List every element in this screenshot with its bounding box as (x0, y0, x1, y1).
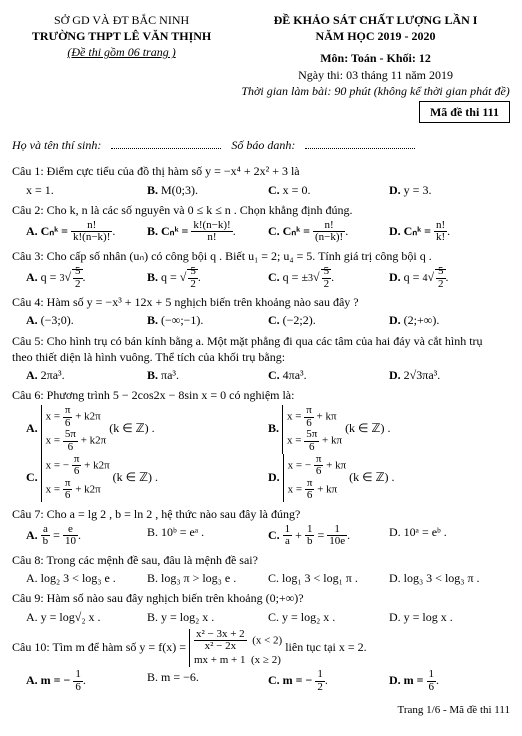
q5-stem1: Câu 5: Cho hình trụ có bán kính bằng a. … (12, 334, 483, 348)
school-name: TRƯỜNG THPT LÊ VĂN THỊNH (12, 28, 231, 44)
q9-opt-c: C. y = log₂ x . (268, 609, 389, 625)
q6-opt-b: B. x = π6 + kπ x = 5π6 + kπ (k ∈ ℤ) . (268, 405, 510, 453)
dept-line: SỞ GD VÀ ĐT BẮC NINH (12, 12, 231, 28)
q7-opt-a: A. ab = e10. (26, 524, 147, 548)
q10-tail: liên tục tại x = 2. (285, 640, 366, 654)
q3-opt-c: C. q = ±3√52. (268, 266, 389, 290)
q10-opt-d: D. m = 16. (389, 669, 510, 693)
q5-opt-a: A. 2πa³. (26, 367, 147, 383)
q3-opt-d: D. q = 4√52. (389, 266, 510, 290)
q9-opt-d: D. y = log x . (389, 609, 510, 625)
q6-opt-a: A. x = π6 + k2π x = 5π6 + k2π (k ∈ ℤ) . (26, 405, 268, 453)
q7-opt-d: D. 10ᵃ = eᵇ . (389, 524, 510, 548)
header-left: SỞ GD VÀ ĐT BẮC NINH TRƯỜNG THPT LÊ VĂN … (12, 12, 231, 123)
q8-opt-a: A. log₂ 3 < log₃ e . (26, 570, 147, 586)
question-1: Câu 1: Điểm cực tiểu của đồ thị hàm số y… (12, 163, 510, 197)
question-4: Câu 4: Hàm số y = −x³ + 12x + 5 nghịch b… (12, 294, 510, 328)
header-right: ĐỀ KHẢO SÁT CHẤT LƯỢNG LẦN I NĂM HỌC 201… (241, 12, 510, 123)
q1-opt-d: D. y = 3. (389, 182, 510, 198)
q1-opt-a: x = 1. (26, 182, 147, 198)
question-3: Câu 3: Cho cấp số nhân (uₙ) có công bội … (12, 248, 510, 290)
question-7: Câu 7: Cho a = lg 2 , b = ln 2 , hệ thức… (12, 506, 510, 548)
exam-code: Mã đề thi 111 (419, 101, 510, 123)
subject: Môn: Toán - Khối: 12 (241, 50, 510, 66)
exam-date: Ngày thi: 03 tháng 11 năm 2019 (241, 67, 510, 83)
exam-title: ĐỀ KHẢO SÁT CHẤT LƯỢNG LẦN I (241, 12, 510, 28)
q8-opt-d: D. log₃ 3 < log₃ π . (389, 570, 510, 586)
candidate-id-field (305, 137, 415, 153)
q6-opt-d: D. x = − π6 + kπ x = π6 + kπ (k ∈ ℤ) . (268, 454, 510, 502)
page-footer: Trang 1/6 - Mã đề thi 111 (12, 703, 510, 718)
q6-stem: Câu 6: Phương trình 5 − 2cos2x − 8sin x … (12, 388, 294, 402)
q2-stem: Câu 2: Cho k, n là các số nguyên và 0 ≤ … (12, 203, 352, 217)
q9-stem: Câu 9: Hàm số nào sau đây nghịch biến tr… (12, 591, 304, 605)
question-9: Câu 9: Hàm số nào sau đây nghịch biến tr… (12, 590, 510, 624)
q7-opt-b: B. 10ᵇ = eᵃ . (147, 524, 268, 548)
header: SỞ GD VÀ ĐT BẮC NINH TRƯỜNG THPT LÊ VĂN … (12, 12, 510, 123)
q10-opt-b: B. m = −6. (147, 669, 268, 693)
exam-duration: Thời gian làm bài: 90 phút (không kể thờ… (241, 83, 510, 99)
q10-piecewise: x² − 3x + 2x² − 2x (x < 2) mx + m + 1 (x… (189, 629, 282, 667)
candidate-name-label: Họ và tên thí sinh: (12, 137, 101, 153)
q2-opt-b: B. Cₙᵏ = k!(n−k)!n!. (147, 220, 268, 244)
candidate-name-field (111, 137, 221, 153)
q7-opt-c: C. 1a + 1b = 110e. (268, 524, 389, 548)
q10-opt-c: C. m = − 12. (268, 669, 389, 693)
q8-opt-b: B. log₃ π > log₃ e . (147, 570, 268, 586)
q9-opt-a: A. y = log√₂ x . (26, 609, 147, 625)
q5-stem2: theo thiết diện là hình vuông. Thể tích … (12, 350, 285, 364)
q5-opt-c: C. 4πa³. (268, 367, 389, 383)
q6-opt-c: C. x = − π6 + k2π x = π6 + k2π (k ∈ ℤ) . (26, 454, 268, 502)
q5-opt-d: D. 2√3πa³. (389, 367, 510, 383)
q8-stem: Câu 8: Trong các mệnh đề sau, đâu là mện… (12, 553, 258, 567)
school-year: NĂM HỌC 2019 - 2020 (241, 28, 510, 44)
q1-stem: Câu 1: Điểm cực tiểu của đồ thị hàm số y… (12, 164, 300, 178)
q1-opt-b: B. M(0;3). (147, 182, 268, 198)
q9-opt-b: B. y = log₂ x . (147, 609, 268, 625)
q8-opt-c: C. log₁ 3 < log₁ π . (268, 570, 389, 586)
q3-opt-a: A. q = 3√52. (26, 266, 147, 290)
q4-opt-b: B. (−∞;−1). (147, 312, 268, 328)
q10-stem: Câu 10: Tìm m để hàm số y = f(x) = (12, 640, 186, 654)
q2-opt-a: A. Cₙᵏ = n!k!(n−k)!. (26, 220, 147, 244)
question-6: Câu 6: Phương trình 5 − 2cos2x − 8sin x … (12, 387, 510, 502)
q10-opt-a: A. m = − 16. (26, 669, 147, 693)
question-2: Câu 2: Cho k, n là các số nguyên và 0 ≤ … (12, 202, 510, 244)
q7-stem: Câu 7: Cho a = lg 2 , b = ln 2 , hệ thức… (12, 507, 300, 521)
page-count: (Đề thi gồm 06 trang ) (12, 44, 231, 60)
q4-opt-c: C. (−2;2). (268, 312, 389, 328)
question-5: Câu 5: Cho hình trụ có bán kính bằng a. … (12, 333, 510, 384)
question-8: Câu 8: Trong các mệnh đề sau, đâu là mện… (12, 552, 510, 586)
q3-stem: Câu 3: Cho cấp số nhân (uₙ) có công bội … (12, 249, 432, 263)
q4-opt-a: A. (−3;0). (26, 312, 147, 328)
q2-opt-d: D. Cₙᵏ = n!k!. (389, 220, 510, 244)
q3-opt-b: B. q = √52. (147, 266, 268, 290)
q5-opt-b: B. πa³. (147, 367, 268, 383)
q4-stem: Câu 4: Hàm số y = −x³ + 12x + 5 nghịch b… (12, 295, 359, 309)
candidate-id-label: Số báo danh: (231, 137, 295, 153)
q4-opt-d: D. (2;+∞). (389, 312, 510, 328)
q2-opt-c: C. Cₙᵏ = n!(n−k)!. (268, 220, 389, 244)
q1-opt-c: C. x = 0. (268, 182, 389, 198)
candidate-row: Họ và tên thí sinh: Số báo danh: (12, 137, 510, 153)
question-10: Câu 10: Tìm m để hàm số y = f(x) = x² − … (12, 629, 510, 693)
